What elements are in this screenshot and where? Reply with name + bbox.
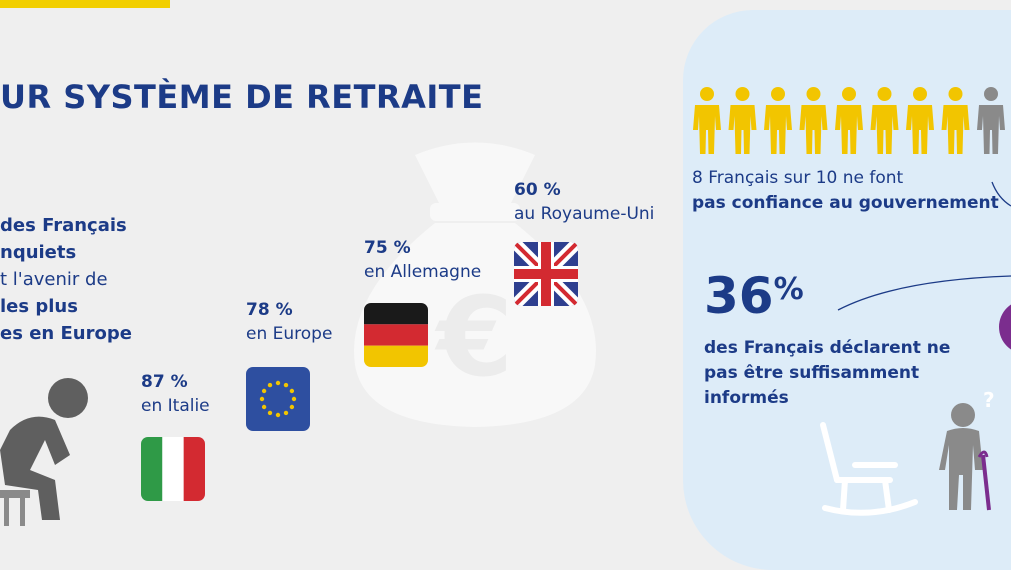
svg-text:€: € [434, 273, 514, 401]
left-line-3: t l'avenir de [0, 269, 108, 290]
stat-germany-percent: 75 % [364, 238, 411, 258]
stat-europe: 78 % en Europe [246, 298, 332, 346]
rocking-chair-icon [820, 422, 918, 516]
stat-uk-label: au Royaume-Uni [514, 204, 655, 224]
person-yellow-icon [728, 87, 757, 154]
trust-statement: 8 Français sur 10 ne font pas confiance … [692, 166, 999, 216]
informed-line-3: informés [704, 388, 789, 408]
curve-line-icon [837, 275, 1011, 311]
person-yellow-icon [693, 87, 721, 154]
person-yellow-icon [941, 87, 970, 154]
left-statement: des Français nquiets t l'avenir de les p… [0, 212, 132, 347]
informed-statement: des Français déclarent ne pas être suffi… [704, 336, 950, 411]
stat-italy-label: en Italie [141, 396, 210, 416]
elderly-person-icon: ? [939, 388, 995, 511]
informed-line-1: des Français déclarent ne [704, 338, 951, 358]
left-line-4: les plus [0, 296, 78, 317]
big-percent-unit: % [773, 272, 804, 307]
person-grey-icon [977, 87, 1005, 154]
stat-italy-percent: 87 % [141, 372, 188, 392]
stat-germany: 75 % en Allemagne [364, 236, 481, 284]
left-line-2: nquiets [0, 242, 77, 263]
stat-europe-percent: 78 % [246, 300, 293, 320]
italy-flag-icon [141, 437, 205, 501]
germany-flag-icon [364, 303, 428, 367]
eu-flag-icon [246, 367, 310, 431]
people-row-icon [693, 87, 1005, 154]
big-percent: 36% [704, 266, 804, 326]
stat-uk-percent: 60 % [514, 180, 561, 200]
person-yellow-icon [906, 87, 934, 154]
trust-line-2: pas confiance au gouvernement [692, 193, 999, 213]
stat-europe-label: en Europe [246, 324, 333, 344]
left-line-1: des Français [0, 215, 127, 236]
person-yellow-icon [764, 87, 792, 154]
svg-text:?: ? [983, 388, 995, 412]
stat-uk: 60 % au Royaume-Uni [514, 178, 654, 226]
uk-flag-icon [514, 242, 578, 306]
connector-line-icon [991, 181, 1011, 207]
worried-person-icon [0, 378, 88, 526]
person-yellow-icon [799, 87, 828, 154]
informed-line-2: pas être suffisamment [704, 363, 920, 383]
person-yellow-icon [835, 87, 863, 154]
top-accent-bar [0, 0, 170, 8]
stat-germany-label: en Allemagne [364, 262, 482, 282]
person-yellow-icon [870, 87, 899, 154]
left-line-5: es en Europe [0, 323, 132, 344]
trust-line-1: 8 Français sur 10 ne font [692, 168, 904, 188]
stat-italy: 87 % en Italie [141, 370, 210, 418]
purple-badge-icon [999, 304, 1011, 350]
big-percent-value: 36 [704, 267, 774, 325]
page-title: UR SYSTÈME DE RETRAITE [0, 78, 484, 116]
